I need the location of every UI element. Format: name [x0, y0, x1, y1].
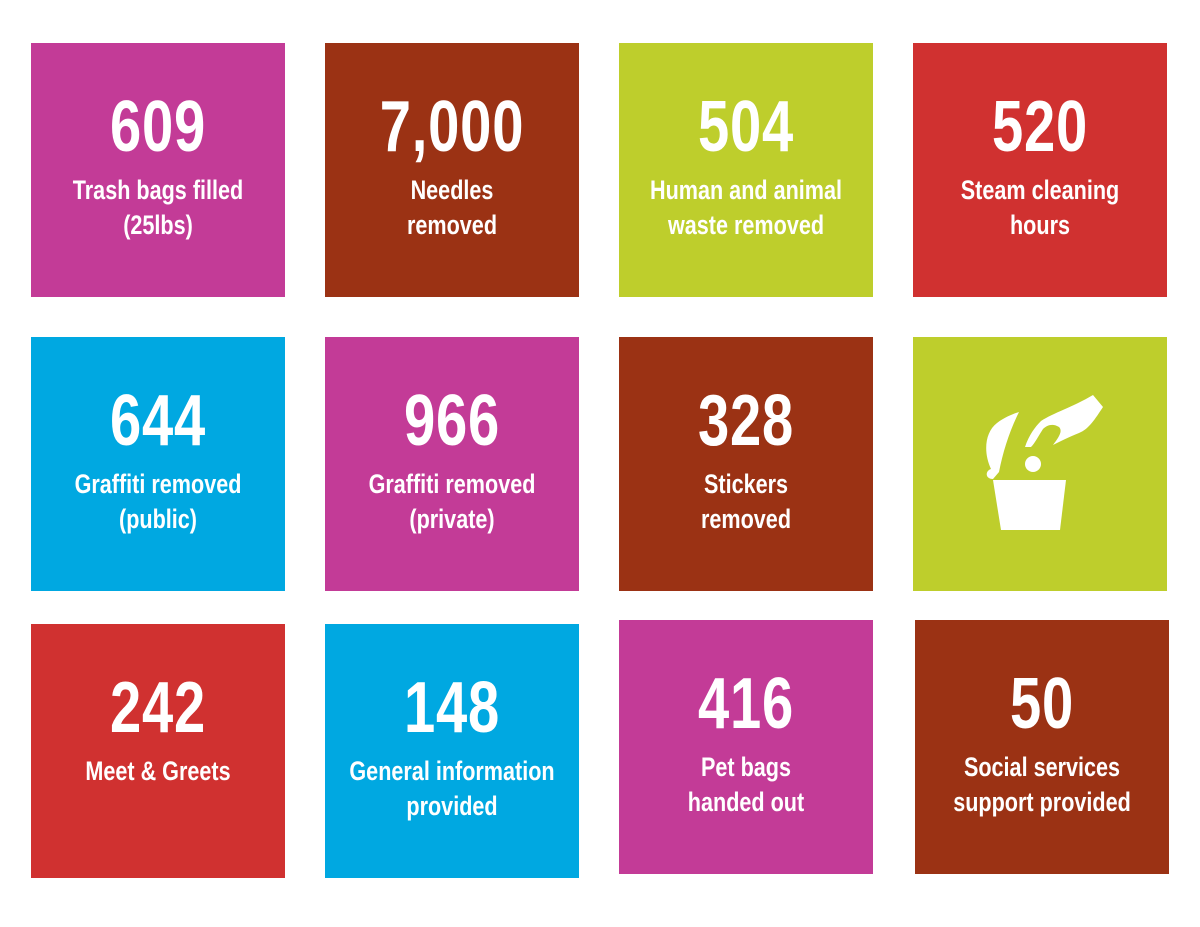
stat-number: 242	[109, 668, 207, 748]
stat-label: General information provided	[349, 756, 555, 821]
stat-tile-needles: 7,000 Needles removed	[325, 43, 579, 297]
stat-tile-pet-bags: 416 Pet bags handed out	[619, 620, 873, 874]
stat-tile-graffiti-private: 966 Graffiti removed (private)	[325, 337, 579, 591]
icon-tile	[913, 337, 1167, 591]
stat-label: Needles removed	[406, 175, 498, 240]
stat-number: 520	[991, 87, 1089, 167]
stat-tile-meet-greets: 242 Meet & Greets	[31, 624, 285, 878]
stat-label: Trash bags filled (25lbs)	[72, 175, 244, 240]
stat-number: 644	[109, 381, 207, 461]
stat-tile-graffiti-public: 644 Graffiti removed (public)	[31, 337, 285, 591]
hand-dropping-litter-in-bin-icon	[986, 395, 1103, 530]
stat-number: 416	[697, 664, 795, 744]
stat-tile-waste: 504 Human and animal waste removed	[619, 43, 873, 297]
stat-label: Pet bags handed out	[687, 752, 805, 817]
stat-label: Steam cleaning hours	[960, 175, 1120, 240]
stat-tile-steam-cleaning: 520 Steam cleaning hours	[913, 43, 1167, 297]
stat-number: 148	[403, 668, 501, 748]
stat-tile-trash-bags: 609 Trash bags filled (25lbs)	[31, 43, 285, 297]
stat-number: 50	[1009, 664, 1075, 744]
stat-tile-stickers: 328 Stickers removed	[619, 337, 873, 591]
stat-label: Social services support provided	[953, 752, 1131, 817]
stat-label: Stickers removed	[700, 469, 792, 534]
stat-tile-social-services: 50 Social services support provided	[915, 620, 1169, 874]
stat-number: 966	[403, 381, 501, 461]
stat-tile-general-info: 148 General information provided	[325, 624, 579, 878]
stat-number: 7,000	[379, 87, 525, 167]
stat-label: Graffiti removed (private)	[368, 469, 536, 534]
stat-number: 328	[697, 381, 795, 461]
stat-label: Human and animal waste removed	[649, 175, 843, 240]
stat-label: Meet & Greets	[85, 756, 231, 786]
stat-number: 504	[697, 87, 795, 167]
stat-label: Graffiti removed (public)	[74, 469, 242, 534]
stat-number: 609	[109, 87, 207, 167]
